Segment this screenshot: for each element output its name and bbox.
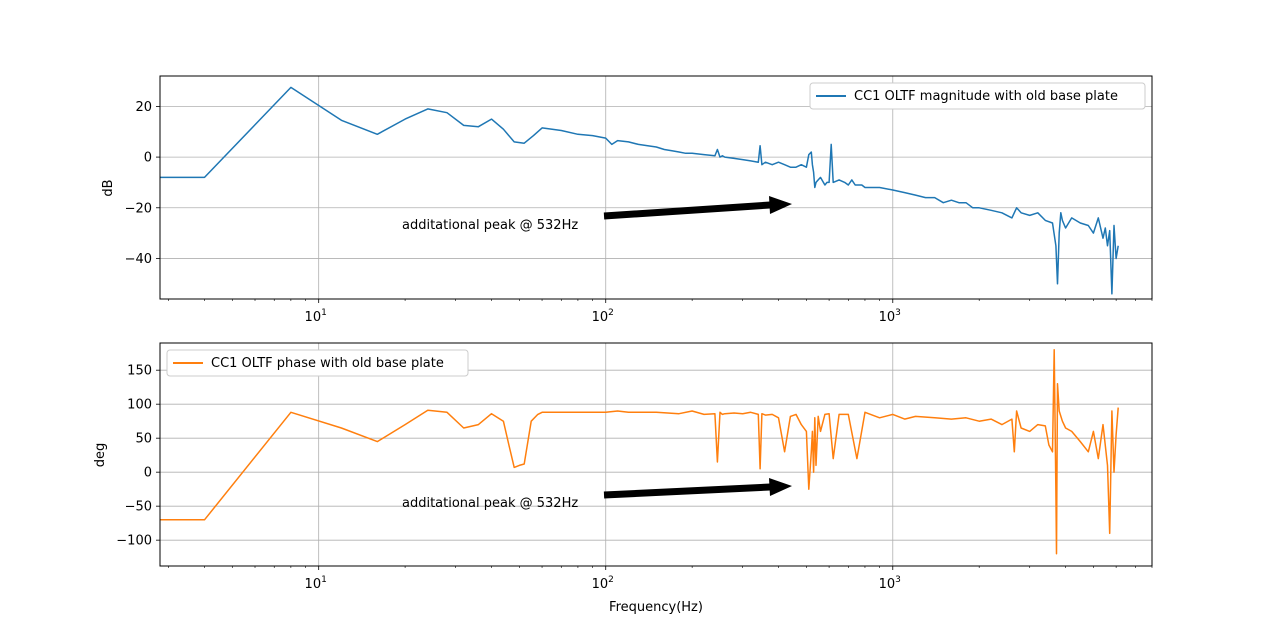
x-tick-label: 103	[879, 575, 901, 592]
magnitude-annotation-text: additational peak @ 532Hz	[402, 218, 578, 233]
magnitude-legend-label: CC1 OLTF magnitude with old base plate	[854, 89, 1118, 104]
y-tick-label: −100	[116, 534, 152, 549]
y-tick-label: −50	[125, 500, 152, 515]
y-tick-label: 0	[144, 151, 152, 166]
magnitude-annotation-arrow-head	[769, 196, 792, 214]
phase-subplot: 101 102 103 150 100 50 0 −50 −100 deg Frequency(…	[93, 342, 1153, 615]
magnitude-annotation: additational peak @ 532Hz	[402, 196, 792, 233]
x-tick-label: 103	[879, 308, 901, 325]
magnitude-axis-ticks: 101 102 103 20 0 −20 −40	[125, 100, 1153, 325]
magnitude-axes-frame	[159, 75, 1153, 300]
phase-legend-box	[166, 349, 469, 377]
magnitude-annotation-arrow-shaft	[603, 201, 771, 220]
magnitude-y-axis-label: dB	[101, 179, 116, 196]
y-tick-label: 20	[135, 100, 152, 115]
magnitude-legend: CC1 OLTF magnitude with old base plate	[809, 82, 1146, 110]
y-tick-label: 150	[127, 364, 152, 379]
y-tick-label: 50	[135, 432, 152, 447]
phase-legend: CC1 OLTF phase with old base plate	[166, 349, 469, 377]
x-tick-label: 101	[305, 575, 327, 592]
phase-series-line	[160, 349, 1119, 555]
phase-legend-label: CC1 OLTF phase with old base plate	[211, 356, 444, 371]
y-tick-label: 100	[127, 398, 152, 413]
phase-annotation-text: additational peak @ 532Hz	[402, 496, 578, 511]
y-tick-label: −20	[125, 201, 152, 216]
magnitude-series-line	[160, 86, 1119, 295]
x-tick-label: 102	[592, 575, 614, 592]
phase-annotation-arrow-shaft	[603, 483, 771, 499]
phase-annotation: additational peak @ 532Hz	[402, 478, 792, 511]
phase-axes-frame	[159, 342, 1153, 567]
magnitude-legend-box	[809, 82, 1146, 110]
phase-y-axis-label: deg	[93, 443, 108, 468]
y-tick-label: −40	[125, 252, 152, 267]
x-axis-label: Frequency(Hz)	[609, 600, 703, 615]
phase-annotation-arrow-head	[769, 478, 792, 496]
y-tick-label: 0	[144, 466, 152, 481]
magnitude-subplot: 101 102 103 20 0 −20 −40 dB CC1 OLTF magnitude…	[101, 75, 1153, 325]
x-tick-label: 102	[592, 308, 614, 325]
phase-axis-ticks: 101 102 103 150 100 50 0 −50 −100	[116, 364, 1153, 592]
x-tick-label: 101	[305, 308, 327, 325]
